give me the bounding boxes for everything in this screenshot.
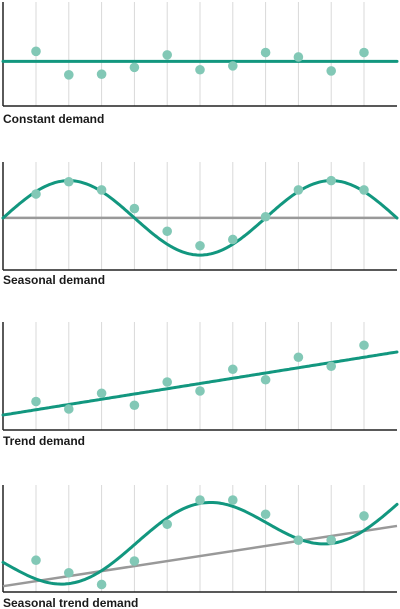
data-point-11	[359, 185, 369, 195]
data-point-4	[129, 556, 140, 566]
data-point-9	[293, 535, 304, 545]
data-point-5	[162, 519, 172, 530]
data-point-7	[228, 364, 238, 375]
data-point-3	[96, 69, 107, 80]
data-point-10	[326, 535, 337, 545]
data-point-3	[96, 579, 107, 590]
data-point-4	[129, 400, 140, 411]
data-point-8	[260, 47, 271, 58]
chart-title: Seasonal trend demand	[3, 596, 138, 609]
data-point-6	[195, 240, 205, 251]
data-point-5	[162, 50, 172, 60]
data-point-5	[162, 226, 172, 237]
data-point-2	[64, 567, 74, 578]
data-point-2	[64, 70, 74, 80]
data-point-6	[195, 64, 205, 75]
chart-panel-2: Seasonal demand	[1, 162, 399, 287]
data-point-1	[31, 555, 41, 566]
data-point-7	[228, 234, 238, 245]
data-point-1	[31, 46, 41, 57]
data-point-7	[228, 61, 238, 71]
data-point-10	[326, 66, 337, 76]
data-point-3	[96, 388, 107, 399]
data-point-11	[359, 511, 369, 521]
chart-title: Constant demand	[3, 112, 104, 126]
chart-panel-4: Seasonal trend demand	[1, 485, 399, 609]
data-point-10	[326, 175, 337, 186]
chart-title: Seasonal demand	[3, 273, 105, 287]
data-point-11	[359, 47, 369, 58]
data-point-8	[260, 509, 271, 520]
data-point-8	[260, 374, 271, 385]
data-point-5	[162, 377, 172, 387]
data-point-2	[64, 176, 74, 187]
data-point-8	[260, 211, 271, 222]
data-point-9	[293, 185, 304, 195]
data-point-4	[129, 203, 140, 214]
data-point-3	[96, 185, 107, 195]
data-point-4	[129, 62, 140, 73]
data-point-1	[31, 189, 41, 199]
data-point-1	[31, 396, 41, 407]
data-point-9	[293, 52, 304, 62]
data-point-10	[326, 361, 337, 372]
data-point-9	[293, 352, 304, 363]
data-point-7	[228, 495, 238, 505]
data-point-11	[359, 340, 369, 351]
data-point-2	[64, 404, 74, 414]
data-point-6	[195, 386, 205, 396]
chart-title: Trend demand	[3, 434, 85, 448]
data-point-6	[195, 495, 205, 505]
chart-panel-3: Trend demand	[1, 322, 399, 448]
chart-panel-1: Constant demand	[1, 2, 399, 126]
